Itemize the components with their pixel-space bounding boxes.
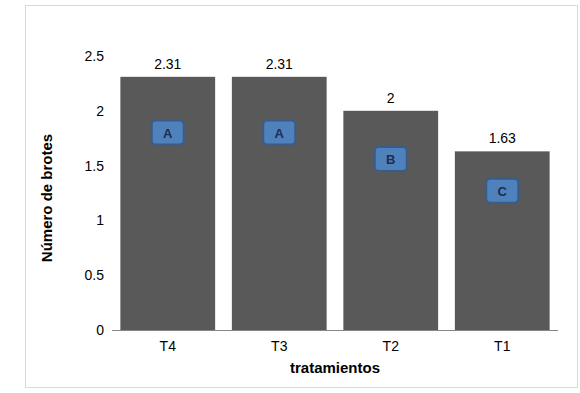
bar <box>120 77 215 330</box>
data-label: 1.63 <box>489 130 516 146</box>
annotation: A <box>163 126 173 141</box>
annotation-box <box>152 121 184 145</box>
y-tick <box>108 165 112 166</box>
chart-container: 0 0.5 1 1.5 2 2.5 2.31 2.31 2 1.63 A A B C T4 T3 T2 T1 tra… <box>0 0 580 393</box>
bar <box>455 151 550 330</box>
annotation: A <box>275 126 285 141</box>
y-tick-label: 0.5 <box>85 267 105 283</box>
y-tick-label: 1.5 <box>85 158 105 174</box>
annotation: B <box>386 152 395 167</box>
data-label: 2 <box>387 90 395 106</box>
annotation-box <box>486 179 518 203</box>
x-axis-title: tratamientos <box>290 359 380 376</box>
y-tick-label: 2 <box>96 103 104 119</box>
x-tick-label: T3 <box>271 338 288 354</box>
y-tick <box>108 56 112 57</box>
annotation-box <box>375 147 407 171</box>
bar <box>343 111 438 330</box>
x-tick-label: T2 <box>383 338 400 354</box>
data-label: 2.31 <box>266 56 293 72</box>
x-axis <box>112 330 558 331</box>
chart-frame <box>26 6 578 388</box>
y-tick <box>108 110 112 111</box>
y-tick <box>108 330 112 331</box>
y-tick-label: 1 <box>96 212 104 228</box>
bars <box>120 77 549 330</box>
annotation: C <box>498 184 508 199</box>
chart: 0 0.5 1 1.5 2 2.5 2.31 2.31 2 1.63 A A B C T4 T3 T2 T1 tra… <box>0 0 580 393</box>
data-label: 2.31 <box>154 56 181 72</box>
y-tick-label: 0 <box>96 322 104 338</box>
bar <box>232 77 327 330</box>
x-tick-label: T1 <box>494 338 511 354</box>
y-tick <box>108 220 112 221</box>
y-axis-title: Número de brotes <box>38 134 55 262</box>
annotation-box <box>263 121 295 145</box>
y-tick <box>108 275 112 276</box>
x-tick-label: T4 <box>160 338 177 354</box>
y-tick-label: 2.5 <box>85 48 105 64</box>
